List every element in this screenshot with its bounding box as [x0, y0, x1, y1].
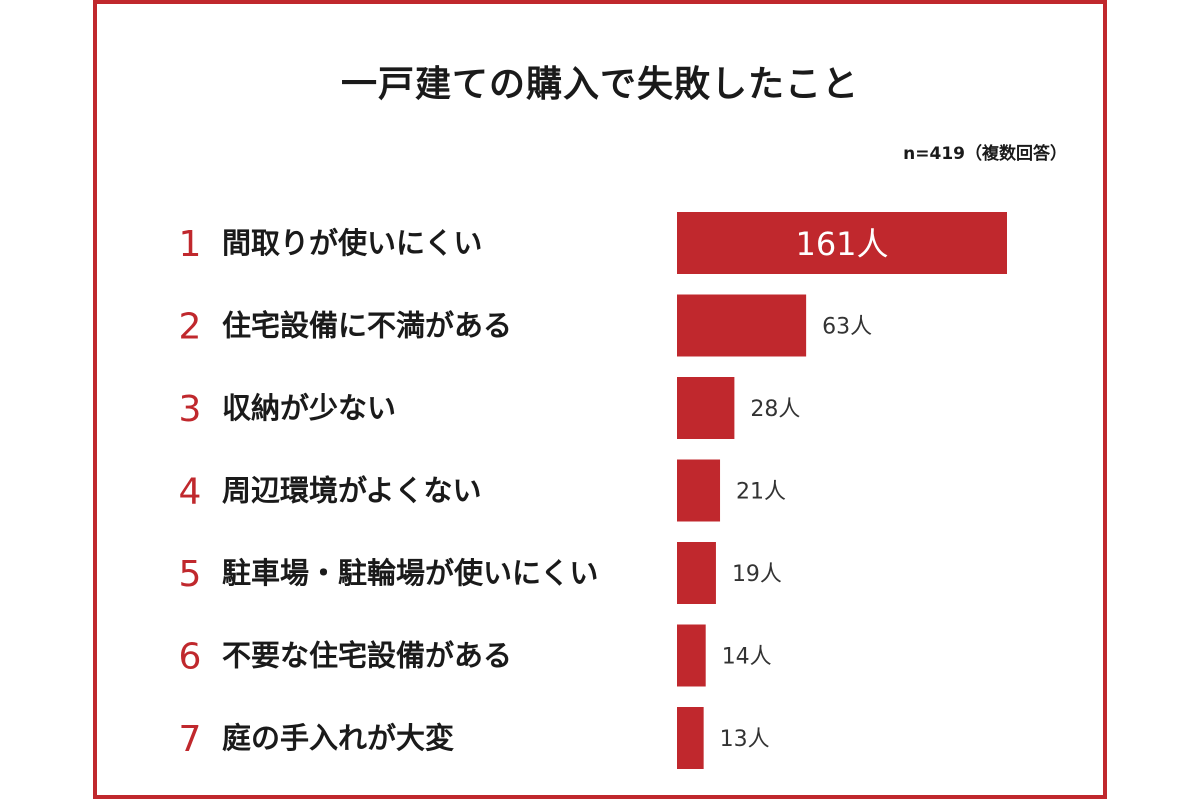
- bar: [677, 459, 721, 522]
- bar: [677, 542, 716, 604]
- sample-size-note: n=419（複数回答）: [903, 144, 1067, 164]
- category-label: 駐車場・駐輪場が使いにくい: [222, 556, 598, 590]
- value-label: 13人: [720, 727, 770, 752]
- value-label: 19人: [732, 562, 782, 587]
- value-label: 21人: [736, 480, 786, 505]
- bar: [677, 707, 704, 769]
- category-label: 不要な住宅設備がある: [222, 639, 512, 673]
- rank-number: 1: [179, 224, 202, 265]
- category-label: 間取りが使いにくい: [222, 226, 482, 260]
- rank-number: 3: [179, 389, 202, 430]
- chart-title: 一戸建ての購入で失敗したこと: [340, 64, 859, 105]
- rank-number: 5: [179, 554, 202, 595]
- value-label: 28人: [750, 397, 800, 422]
- rank-number: 4: [179, 472, 202, 513]
- value-label: 14人: [722, 645, 772, 670]
- category-label: 収納が少ない: [222, 391, 396, 425]
- bar: [677, 294, 807, 357]
- value-label: 161人: [795, 225, 888, 263]
- value-label: 63人: [822, 315, 872, 340]
- bar: [677, 212, 1007, 274]
- rank-number: 6: [179, 637, 202, 678]
- chart-frame: [93, 0, 1107, 799]
- bar: [677, 624, 706, 687]
- rank-number: 7: [179, 719, 202, 760]
- rank-number: 2: [179, 307, 202, 348]
- category-label: 住宅設備に不満がある: [222, 309, 512, 343]
- category-label: 庭の手入れが大変: [222, 721, 454, 755]
- category-label: 周辺環境がよくない: [222, 474, 482, 508]
- bar: [677, 377, 735, 439]
